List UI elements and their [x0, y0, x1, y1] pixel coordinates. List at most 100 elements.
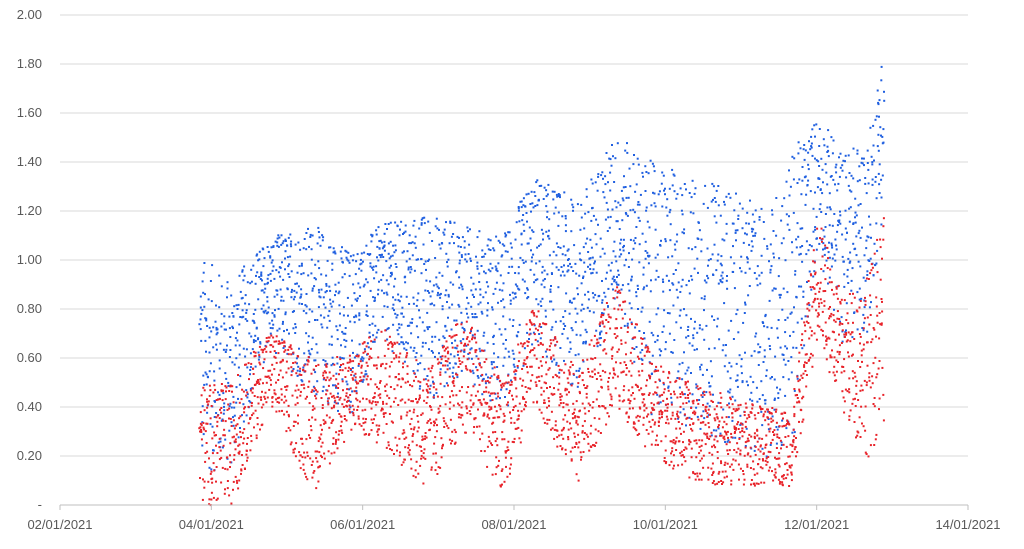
- data-point: [273, 277, 276, 280]
- data-point: [800, 374, 803, 377]
- data-point: [822, 242, 825, 245]
- data-point: [275, 269, 278, 272]
- data-point: [263, 311, 266, 314]
- data-point: [617, 201, 620, 204]
- data-point: [611, 357, 613, 360]
- data-point: [389, 275, 392, 278]
- data-point: [534, 327, 537, 330]
- data-point: [438, 271, 441, 274]
- data-point: [217, 441, 220, 444]
- data-point: [778, 437, 781, 439]
- data-point: [790, 471, 793, 474]
- data-point: [839, 152, 842, 155]
- data-point: [497, 301, 499, 304]
- data-point: [578, 374, 581, 377]
- data-point: [675, 321, 678, 324]
- data-point: [558, 368, 561, 371]
- data-point: [817, 282, 820, 285]
- data-point: [399, 451, 401, 454]
- data-point: [446, 265, 449, 268]
- data-point: [638, 203, 641, 206]
- data-point: [462, 355, 465, 358]
- data-point: [692, 399, 695, 402]
- data-point: [373, 340, 376, 343]
- data-point: [677, 370, 680, 373]
- data-point: [808, 270, 811, 273]
- data-point: [609, 404, 612, 406]
- data-point: [365, 398, 368, 401]
- data-point: [451, 303, 454, 306]
- data-point: [490, 361, 493, 363]
- data-point: [382, 402, 385, 405]
- data-point: [326, 326, 329, 329]
- data-point: [498, 288, 501, 291]
- data-point: [508, 389, 511, 392]
- data-point: [597, 371, 600, 374]
- data-point: [306, 451, 309, 454]
- data-point: [252, 264, 255, 267]
- data-point: [355, 315, 358, 318]
- data-point: [785, 477, 788, 480]
- data-point: [396, 341, 399, 344]
- data-point: [318, 436, 321, 439]
- data-point: [826, 206, 829, 209]
- data-point: [208, 370, 211, 373]
- data-point: [229, 466, 231, 468]
- data-point: [719, 434, 722, 437]
- data-point: [542, 279, 545, 282]
- data-point: [739, 267, 741, 270]
- data-point: [225, 390, 227, 393]
- data-point: [638, 374, 641, 377]
- data-point: [869, 126, 872, 129]
- data-point: [247, 422, 250, 425]
- data-point: [719, 279, 722, 281]
- data-point: [412, 296, 415, 299]
- data-point: [810, 245, 813, 248]
- data-point: [560, 433, 563, 436]
- data-point: [550, 342, 553, 345]
- data-point: [388, 257, 391, 260]
- data-point: [627, 196, 630, 199]
- data-point: [758, 458, 761, 461]
- data-point: [564, 230, 567, 233]
- data-point: [258, 355, 261, 358]
- data-point: [555, 193, 558, 196]
- data-point: [802, 418, 805, 421]
- data-point: [392, 323, 395, 326]
- data-point: [564, 414, 567, 417]
- data-point: [410, 467, 413, 470]
- data-point: [641, 171, 644, 174]
- data-point: [255, 434, 258, 437]
- data-point: [474, 351, 477, 354]
- data-point: [475, 349, 478, 352]
- data-point: [660, 365, 663, 368]
- data-point: [751, 230, 754, 233]
- data-point: [837, 219, 840, 222]
- data-point: [404, 401, 407, 404]
- data-point: [523, 359, 526, 362]
- data-point: [246, 459, 248, 462]
- data-point: [744, 441, 747, 444]
- data-point: [790, 311, 793, 314]
- data-point: [609, 316, 612, 319]
- data-point: [279, 266, 282, 269]
- data-point: [593, 368, 596, 371]
- data-point: [487, 376, 489, 379]
- data-point: [831, 152, 834, 155]
- data-point: [444, 324, 447, 327]
- data-point: [713, 444, 715, 447]
- data-point: [580, 216, 583, 219]
- data-point: [760, 271, 763, 274]
- data-point: [757, 482, 760, 485]
- data-point: [704, 433, 707, 436]
- data-point: [607, 287, 610, 290]
- data-point: [645, 350, 648, 353]
- data-point: [512, 398, 514, 401]
- data-point: [383, 292, 386, 295]
- data-point: [308, 320, 311, 323]
- data-point: [818, 128, 821, 130]
- data-point: [249, 389, 252, 392]
- data-point: [201, 280, 204, 283]
- data-point: [437, 291, 439, 294]
- data-point: [544, 350, 547, 353]
